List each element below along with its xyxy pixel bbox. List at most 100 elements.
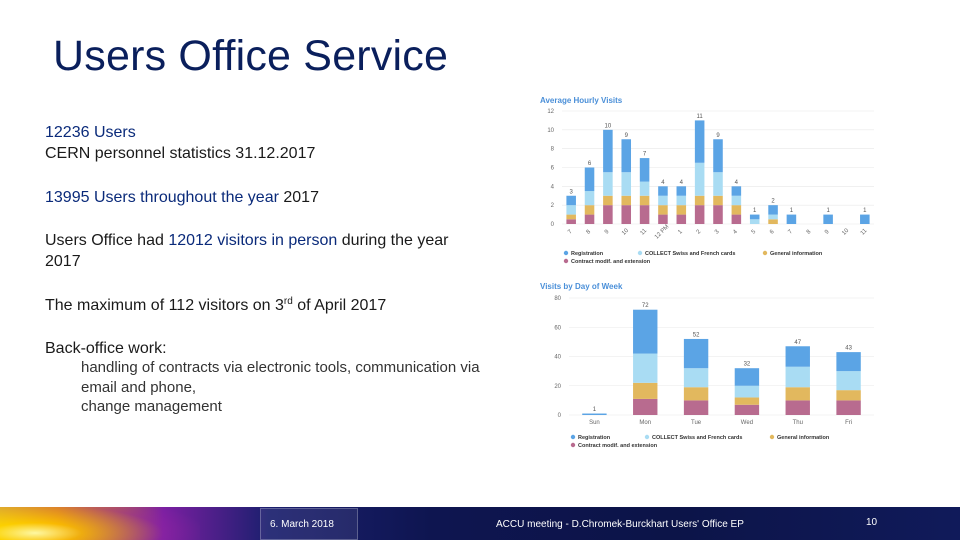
bar-segment — [713, 195, 723, 206]
bar-segment — [683, 387, 709, 401]
hourly-chart-svg: Average Hourly Visits0246810123768109910… — [540, 96, 874, 265]
legend-label: Contract modif. and extension — [571, 259, 651, 265]
legend-label: General information — [770, 251, 823, 257]
legend-label: Registration — [571, 251, 604, 257]
bar-segment — [768, 214, 778, 220]
page-title: Users Office Service — [53, 32, 449, 80]
footer-bar — [0, 507, 960, 540]
y-tick-label: 6 — [551, 166, 555, 172]
bar-segment — [734, 385, 760, 398]
footer-page-number: 10 — [866, 517, 878, 528]
chart-visits-by-day: Visits by Day of Week 0 20 40 60 80 1 Sun 72 Mon 5… — [537, 278, 882, 453]
legend-swatch — [563, 250, 569, 256]
x-tick-label: 11 — [640, 228, 649, 237]
bar-segment — [768, 219, 778, 224]
chart-average-hourly-visits: Average Hourly Visits 0 2 4 6 8 10 12 3 7 6 8 10 9 9 10… — [537, 92, 882, 270]
x-tick-label: Sun — [589, 420, 600, 426]
bar-segment — [676, 195, 687, 206]
bar-segment — [785, 346, 810, 367]
legend-label: General information — [777, 435, 830, 441]
x-tick-label: 7 — [567, 229, 574, 236]
bar-segment — [566, 219, 576, 224]
data-label: 3 — [570, 189, 574, 195]
legend-swatch — [762, 250, 768, 256]
data-label: 10 — [605, 123, 612, 129]
bar-segment — [584, 167, 595, 192]
x-tick-label: Tue — [691, 420, 702, 426]
legend-swatch — [637, 250, 643, 256]
bar-segment — [713, 139, 723, 173]
y-tick-label: 12 — [547, 109, 554, 115]
legend-swatch — [570, 434, 576, 440]
y-tick-label: 10 — [547, 128, 554, 134]
bar-segment — [786, 214, 797, 224]
bar-segment — [658, 195, 668, 206]
x-tick-label: Fri — [845, 420, 852, 426]
legend-label: COLLECT Swiss and French cards — [652, 435, 742, 441]
visitors-bold: 12012 visitors in person — [168, 232, 338, 249]
legend-label: Contract modif. and extension — [578, 443, 658, 449]
data-label: 4 — [735, 180, 739, 186]
bar-segment — [584, 191, 595, 206]
bar-segment — [683, 338, 709, 369]
backoffice-line-3: change management — [81, 398, 222, 415]
max-visitors-line: The maximum of 112 visitors on 3rd of Ap… — [45, 295, 386, 316]
y-tick-label: 4 — [551, 184, 555, 190]
data-label: 11 — [697, 114, 704, 120]
bar-segment — [566, 195, 576, 206]
users-year-bold: 13995 Users throughout the year — [45, 189, 279, 206]
bar-segment — [621, 205, 632, 224]
legend-swatch — [563, 258, 569, 264]
legend-label: Registration — [578, 435, 611, 441]
legend-registration: Registration — [570, 434, 611, 441]
max-prefix: The maximum of 112 visitors on 3 — [45, 297, 284, 314]
bar-segment — [603, 205, 613, 224]
backoffice-description: handling of contracts via electronic too… — [81, 358, 521, 417]
footer-meeting: ACCU meeting - D.Chromek-Burckhart Users… — [496, 519, 744, 530]
bar-segment — [768, 205, 778, 215]
bar-segment — [633, 398, 658, 415]
bar-segment — [734, 404, 760, 415]
data-label: 4 — [661, 180, 665, 186]
bar-segment — [633, 382, 658, 399]
x-tick-label: 11 — [860, 228, 869, 237]
users-year-rest: 2017 — [278, 189, 319, 206]
bar-segment — [676, 186, 687, 196]
data-label: 6 — [588, 161, 592, 167]
bar-segment — [785, 387, 810, 401]
data-label: 1 — [790, 208, 794, 214]
bar-segment — [734, 397, 760, 405]
visitors-line: Users Office had 12012 visitors in perso… — [45, 230, 525, 251]
backoffice-line-2: email and phone, — [81, 378, 197, 396]
x-tick-label: Wed — [741, 420, 753, 426]
bar-segment — [749, 219, 760, 224]
bar-segment — [694, 162, 705, 196]
y-tick-label: 20 — [554, 384, 561, 390]
bar-segment — [731, 195, 742, 206]
bar-segment — [603, 129, 613, 173]
bar-segment — [683, 368, 709, 388]
bar-segment — [658, 186, 668, 196]
footer-date: 6. March 2018 — [270, 519, 334, 530]
data-label: 4 — [680, 180, 684, 186]
legend-general: General information — [762, 250, 823, 257]
legend-contract: Contract modif. and extension — [570, 442, 658, 449]
bar-segment — [713, 205, 723, 224]
bar-segment — [658, 214, 668, 224]
bar-segment — [566, 205, 576, 215]
bar-segment — [603, 172, 613, 196]
data-label: 1 — [826, 208, 830, 214]
bar-segment — [633, 353, 658, 383]
bar-segment — [713, 172, 723, 196]
x-tick-label: 12 PM — [654, 224, 671, 241]
data-label: 9 — [716, 133, 720, 139]
bar-segment — [621, 195, 632, 206]
legend-swatch — [769, 434, 775, 440]
data-label: 43 — [845, 346, 852, 352]
data-label: 1 — [753, 208, 757, 214]
x-tick-label: 9 — [604, 229, 611, 236]
x-tick-label: 5 — [751, 229, 758, 236]
data-label: 47 — [794, 340, 801, 346]
bar-segment — [823, 214, 833, 224]
x-tick-label: Thu — [793, 420, 803, 426]
